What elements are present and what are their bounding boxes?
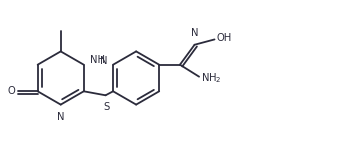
Text: O: O bbox=[8, 86, 15, 96]
Text: S: S bbox=[103, 102, 109, 112]
Text: N: N bbox=[100, 56, 107, 66]
Text: N: N bbox=[57, 112, 64, 122]
Text: N: N bbox=[191, 28, 198, 38]
Text: OH: OH bbox=[216, 33, 232, 43]
Text: NH: NH bbox=[90, 56, 105, 66]
Text: NH$_2$: NH$_2$ bbox=[201, 71, 222, 85]
